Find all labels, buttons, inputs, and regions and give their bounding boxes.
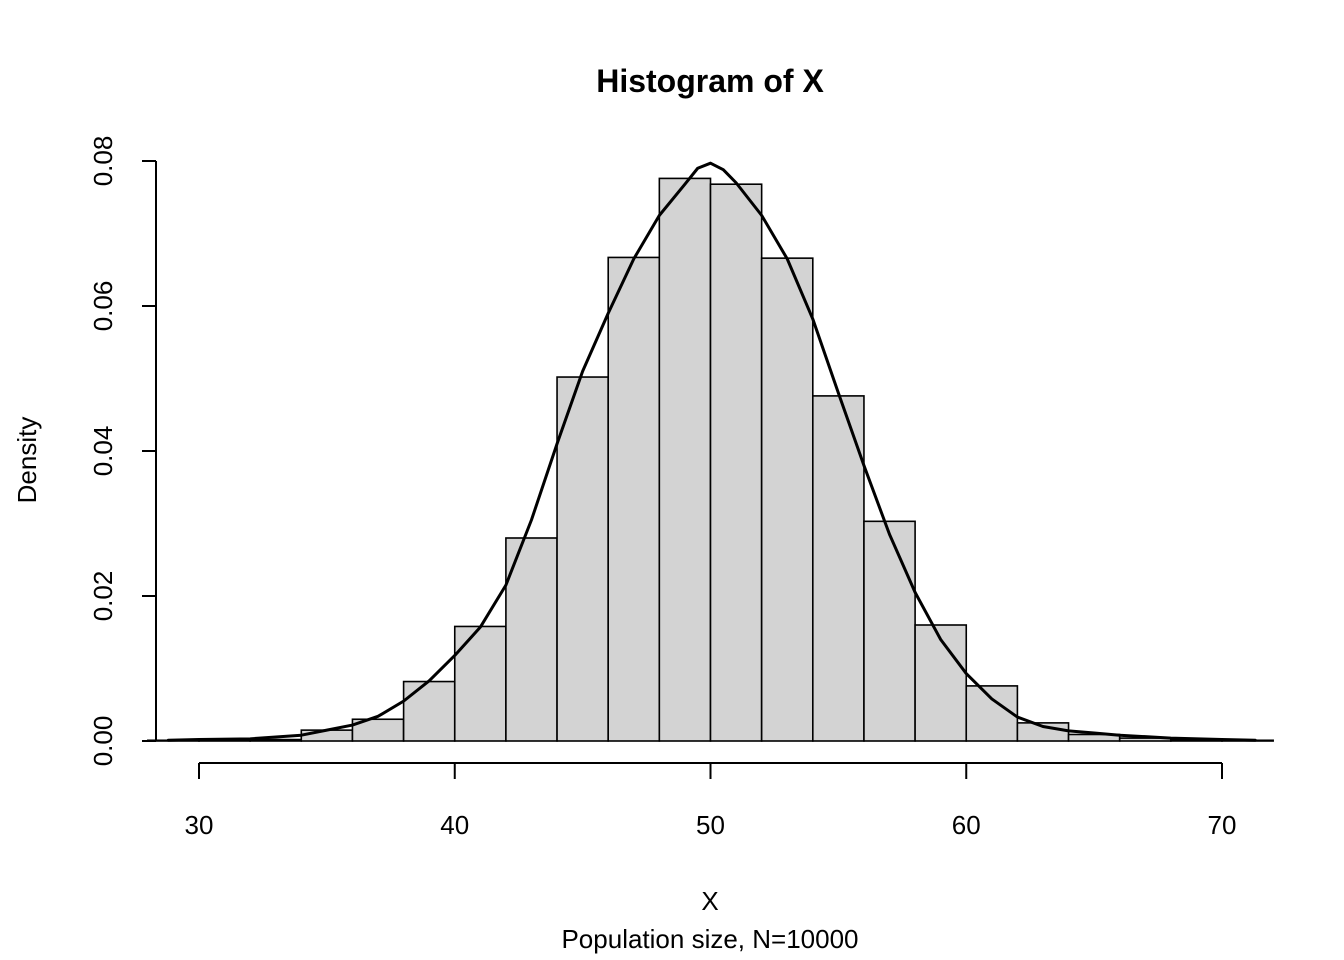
histogram-bar <box>505 537 558 742</box>
x-tick-label: 70 <box>1208 810 1237 840</box>
histogram-bar <box>453 625 507 742</box>
histogram-bar <box>863 520 916 742</box>
x-tick-label: 40 <box>440 810 469 840</box>
histogram-bar <box>760 257 814 742</box>
histogram-bar <box>965 685 1019 742</box>
histogram-bar <box>402 680 456 742</box>
histogram-bar <box>300 729 354 742</box>
histogram-bar <box>914 624 968 742</box>
histogram-bars <box>147 177 1274 742</box>
x-tick-label: 30 <box>185 810 214 840</box>
y-tick-label: 0.06 <box>88 281 118 332</box>
histogram-bar <box>709 183 763 742</box>
density-curve-group <box>166 161 1257 742</box>
y-tick-label: 0.02 <box>88 571 118 622</box>
density-curve <box>166 161 1257 742</box>
x-tick-label: 50 <box>696 810 725 840</box>
histogram-bar <box>556 376 609 742</box>
y-tick-label: 0.08 <box>88 136 118 187</box>
x-axis: 30 40 50 60 70 <box>185 762 1237 840</box>
histogram-bar <box>658 177 712 742</box>
chart-subtitle: Population size, N=10000 <box>561 924 858 954</box>
y-tick-label: 0.00 <box>88 716 118 767</box>
x-tick-label: 60 <box>952 810 981 840</box>
histogram-bar <box>607 256 661 742</box>
chart-title: Histogram of X <box>596 63 824 99</box>
y-axis: 0.00 0.02 0.04 0.06 0.08 <box>88 136 157 767</box>
y-axis-label: Density <box>12 417 42 504</box>
x-axis-label: X <box>701 886 718 916</box>
histogram-bar <box>811 395 865 742</box>
y-tick-label: 0.04 <box>88 426 118 477</box>
